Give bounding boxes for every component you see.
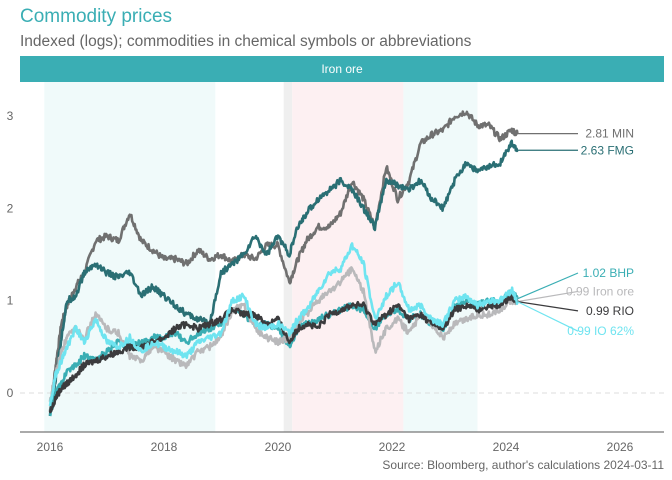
source-note: Source: Bloomberg, author's calculations… xyxy=(382,458,664,472)
shaded-periods xyxy=(44,82,478,432)
shaded-period xyxy=(44,82,216,432)
y-tick-label: 2 xyxy=(7,201,14,215)
series-end-label: 1.02 BHP xyxy=(583,266,634,280)
series-end-label: 0.99 IO 62% xyxy=(567,324,634,338)
series-line-iron-ore xyxy=(48,266,519,402)
x-tick-label: 2020 xyxy=(265,440,292,454)
series-end-label: 2.81 MIN xyxy=(585,127,634,141)
series-line-fmg xyxy=(48,139,519,417)
label-connector xyxy=(517,290,579,303)
label-connector xyxy=(517,301,579,332)
x-tick-label: 2024 xyxy=(493,440,520,454)
series-line-min xyxy=(48,110,519,412)
chart-subtitle: Indexed (logs); commodities in chemical … xyxy=(20,33,472,50)
series-end-label: 0.99 RIO xyxy=(586,304,634,318)
end-labels: 2.81 MIN 2.63 FMG 1.02 BHP 0.99 Iron ore 0.9… xyxy=(517,127,634,338)
series-line-rio xyxy=(48,292,519,414)
series-end-label: 0.99 Iron ore xyxy=(566,284,634,298)
chart-title: Commodity prices xyxy=(20,6,173,27)
x-tick-label: 2022 xyxy=(379,440,406,454)
label-connector xyxy=(517,301,579,312)
y-tick-label: 1 xyxy=(7,294,14,308)
y-tick-label: 3 xyxy=(7,109,14,123)
series-line-io-62- xyxy=(48,242,519,407)
facet-strip: Iron ore xyxy=(20,56,664,82)
x-tick-label: 2026 xyxy=(607,440,634,454)
y-tick-label: 0 xyxy=(7,386,14,400)
axes: 2016 2018 2020 2022 2024 2026 0 1 2 3 xyxy=(7,109,664,454)
shaded-period xyxy=(283,82,293,432)
shaded-period xyxy=(403,82,478,432)
x-tick-label: 2016 xyxy=(37,440,64,454)
facet-label: Iron ore xyxy=(321,62,363,76)
x-tick-label: 2018 xyxy=(151,440,178,454)
series-end-label: 2.63 FMG xyxy=(581,143,634,157)
label-connector xyxy=(517,272,579,300)
series-lines xyxy=(48,110,519,417)
